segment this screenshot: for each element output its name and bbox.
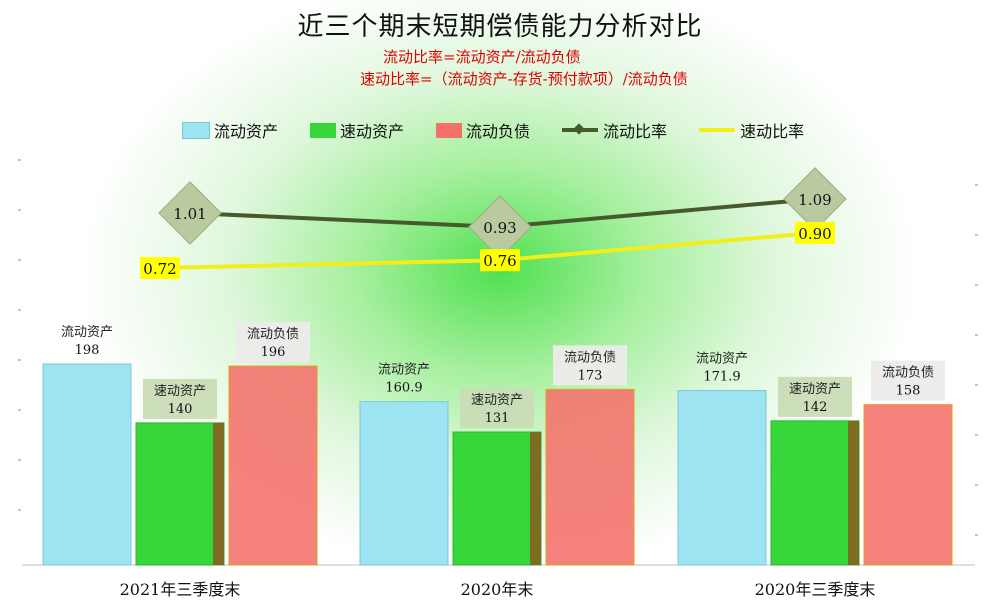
data-label-series-name: 流动负债 [247,327,299,342]
quick-ratio-label-box [480,249,520,272]
legend-line-quick-ratio [699,128,736,132]
bar-quick-assets [135,422,225,566]
x-tick-label: 2020年末 [461,580,534,599]
legend-label: 速动比率 [740,122,805,141]
data-label-box [143,378,217,419]
legend-item-quick-assets: 速动资产 [310,118,404,142]
current-ratio-label: 1.09 [798,191,831,209]
x-tick-label: 2020年三季度末 [755,580,876,599]
legend-item-current-liabilities: 流动负债 [436,118,530,142]
bar-current-assets [359,401,449,566]
bar-shadow-quick-assets [848,420,859,565]
data-label-value: 171.9 [703,370,740,385]
quick-ratio-label: 0.90 [798,225,831,243]
legend-swatch-current-liabilities [436,122,463,138]
chart-title: 近三个期末短期偿债能力分析对比 [297,12,703,42]
data-label-box [460,388,534,429]
data-label-box [778,376,852,417]
bar-shadow-quick-assets [530,432,541,565]
bar-current-liabilities [545,388,635,566]
current-ratio-marker [158,181,222,245]
legend-item-quick-ratio: 速动比率 [699,118,804,142]
data-label-value: 198 [75,343,100,358]
bar-quick-assets [452,431,542,566]
legend-label: 流动负债 [466,122,531,141]
data-label-series-name: 流动负债 [564,350,616,365]
data-label-series-name: 速动资产 [471,393,523,408]
data-label-series-name: 速动资产 [789,382,841,397]
legend-item-current-assets: 流动资产 [182,118,278,142]
formula-quick-ratio: 速动比率=（流动资产-存货-预付款项）/流动负债 [360,70,688,88]
legend-swatch-quick-assets [310,122,337,138]
bar-current-assets [42,363,132,566]
legend-label: 流动比率 [603,122,668,141]
formula-current-ratio: 流动比率=流动资产/流动负债 [383,48,581,66]
data-label-value: 140 [168,402,193,417]
bar-current-assets [677,390,767,566]
data-label-series-name: 流动资产 [696,352,748,367]
current-ratio-marker [468,195,532,259]
legend: 流动资产 速动资产 流动负债 流动比率 速动比率 [182,118,836,142]
data-label-value: 142 [803,400,828,415]
bar-current-liabilities [863,404,953,566]
legend-item-current-ratio: 流动比率 [562,118,667,142]
quick-ratio-label-box [140,257,180,279]
quick-ratio-label: 0.72 [143,260,176,278]
bar-current-liabilities [228,365,318,566]
data-label-series-name: 速动资产 [154,384,206,399]
current-ratio-label: 0.93 [483,219,516,237]
data-label-value: 196 [261,345,286,360]
data-label-series-name: 流动资产 [61,325,113,340]
quick-ratio-label: 0.76 [483,252,516,270]
x-tick-label: 2021年三季度末 [120,580,241,599]
data-label-value: 173 [578,368,603,383]
data-label-box [236,322,310,363]
legend-label: 流动资产 [214,122,279,141]
bar-shadow-quick-assets [213,422,224,565]
data-label-value: 160.9 [385,381,422,396]
legend-label: 速动资产 [340,122,405,141]
data-label-series-name: 流动资产 [378,363,430,378]
current-ratio-marker [783,167,847,231]
data-label-value: 158 [896,384,921,399]
data-label-box [553,345,627,386]
bar-quick-assets [770,420,860,566]
current-ratio-label: 1.01 [173,205,206,223]
quick-ratio-label-box [795,221,835,244]
legend-swatch-current-assets [182,121,210,139]
data-label-box [871,360,945,401]
data-label-value: 131 [485,411,510,426]
legend-line-current-ratio [562,123,599,135]
data-label-series-name: 流动负债 [882,366,934,381]
